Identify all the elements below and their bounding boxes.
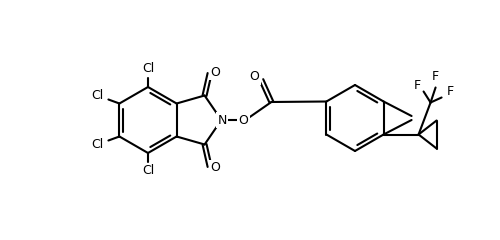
Text: F: F	[447, 85, 454, 98]
Text: Cl: Cl	[92, 89, 104, 102]
Text: O: O	[210, 161, 220, 174]
Text: Cl: Cl	[142, 164, 154, 178]
Text: F: F	[414, 79, 421, 92]
Text: F: F	[432, 70, 439, 83]
Text: O: O	[238, 114, 248, 126]
Text: N: N	[218, 114, 227, 126]
Text: Cl: Cl	[142, 62, 154, 76]
Text: O: O	[210, 66, 220, 79]
Text: Cl: Cl	[92, 138, 104, 151]
Text: O: O	[250, 71, 260, 84]
